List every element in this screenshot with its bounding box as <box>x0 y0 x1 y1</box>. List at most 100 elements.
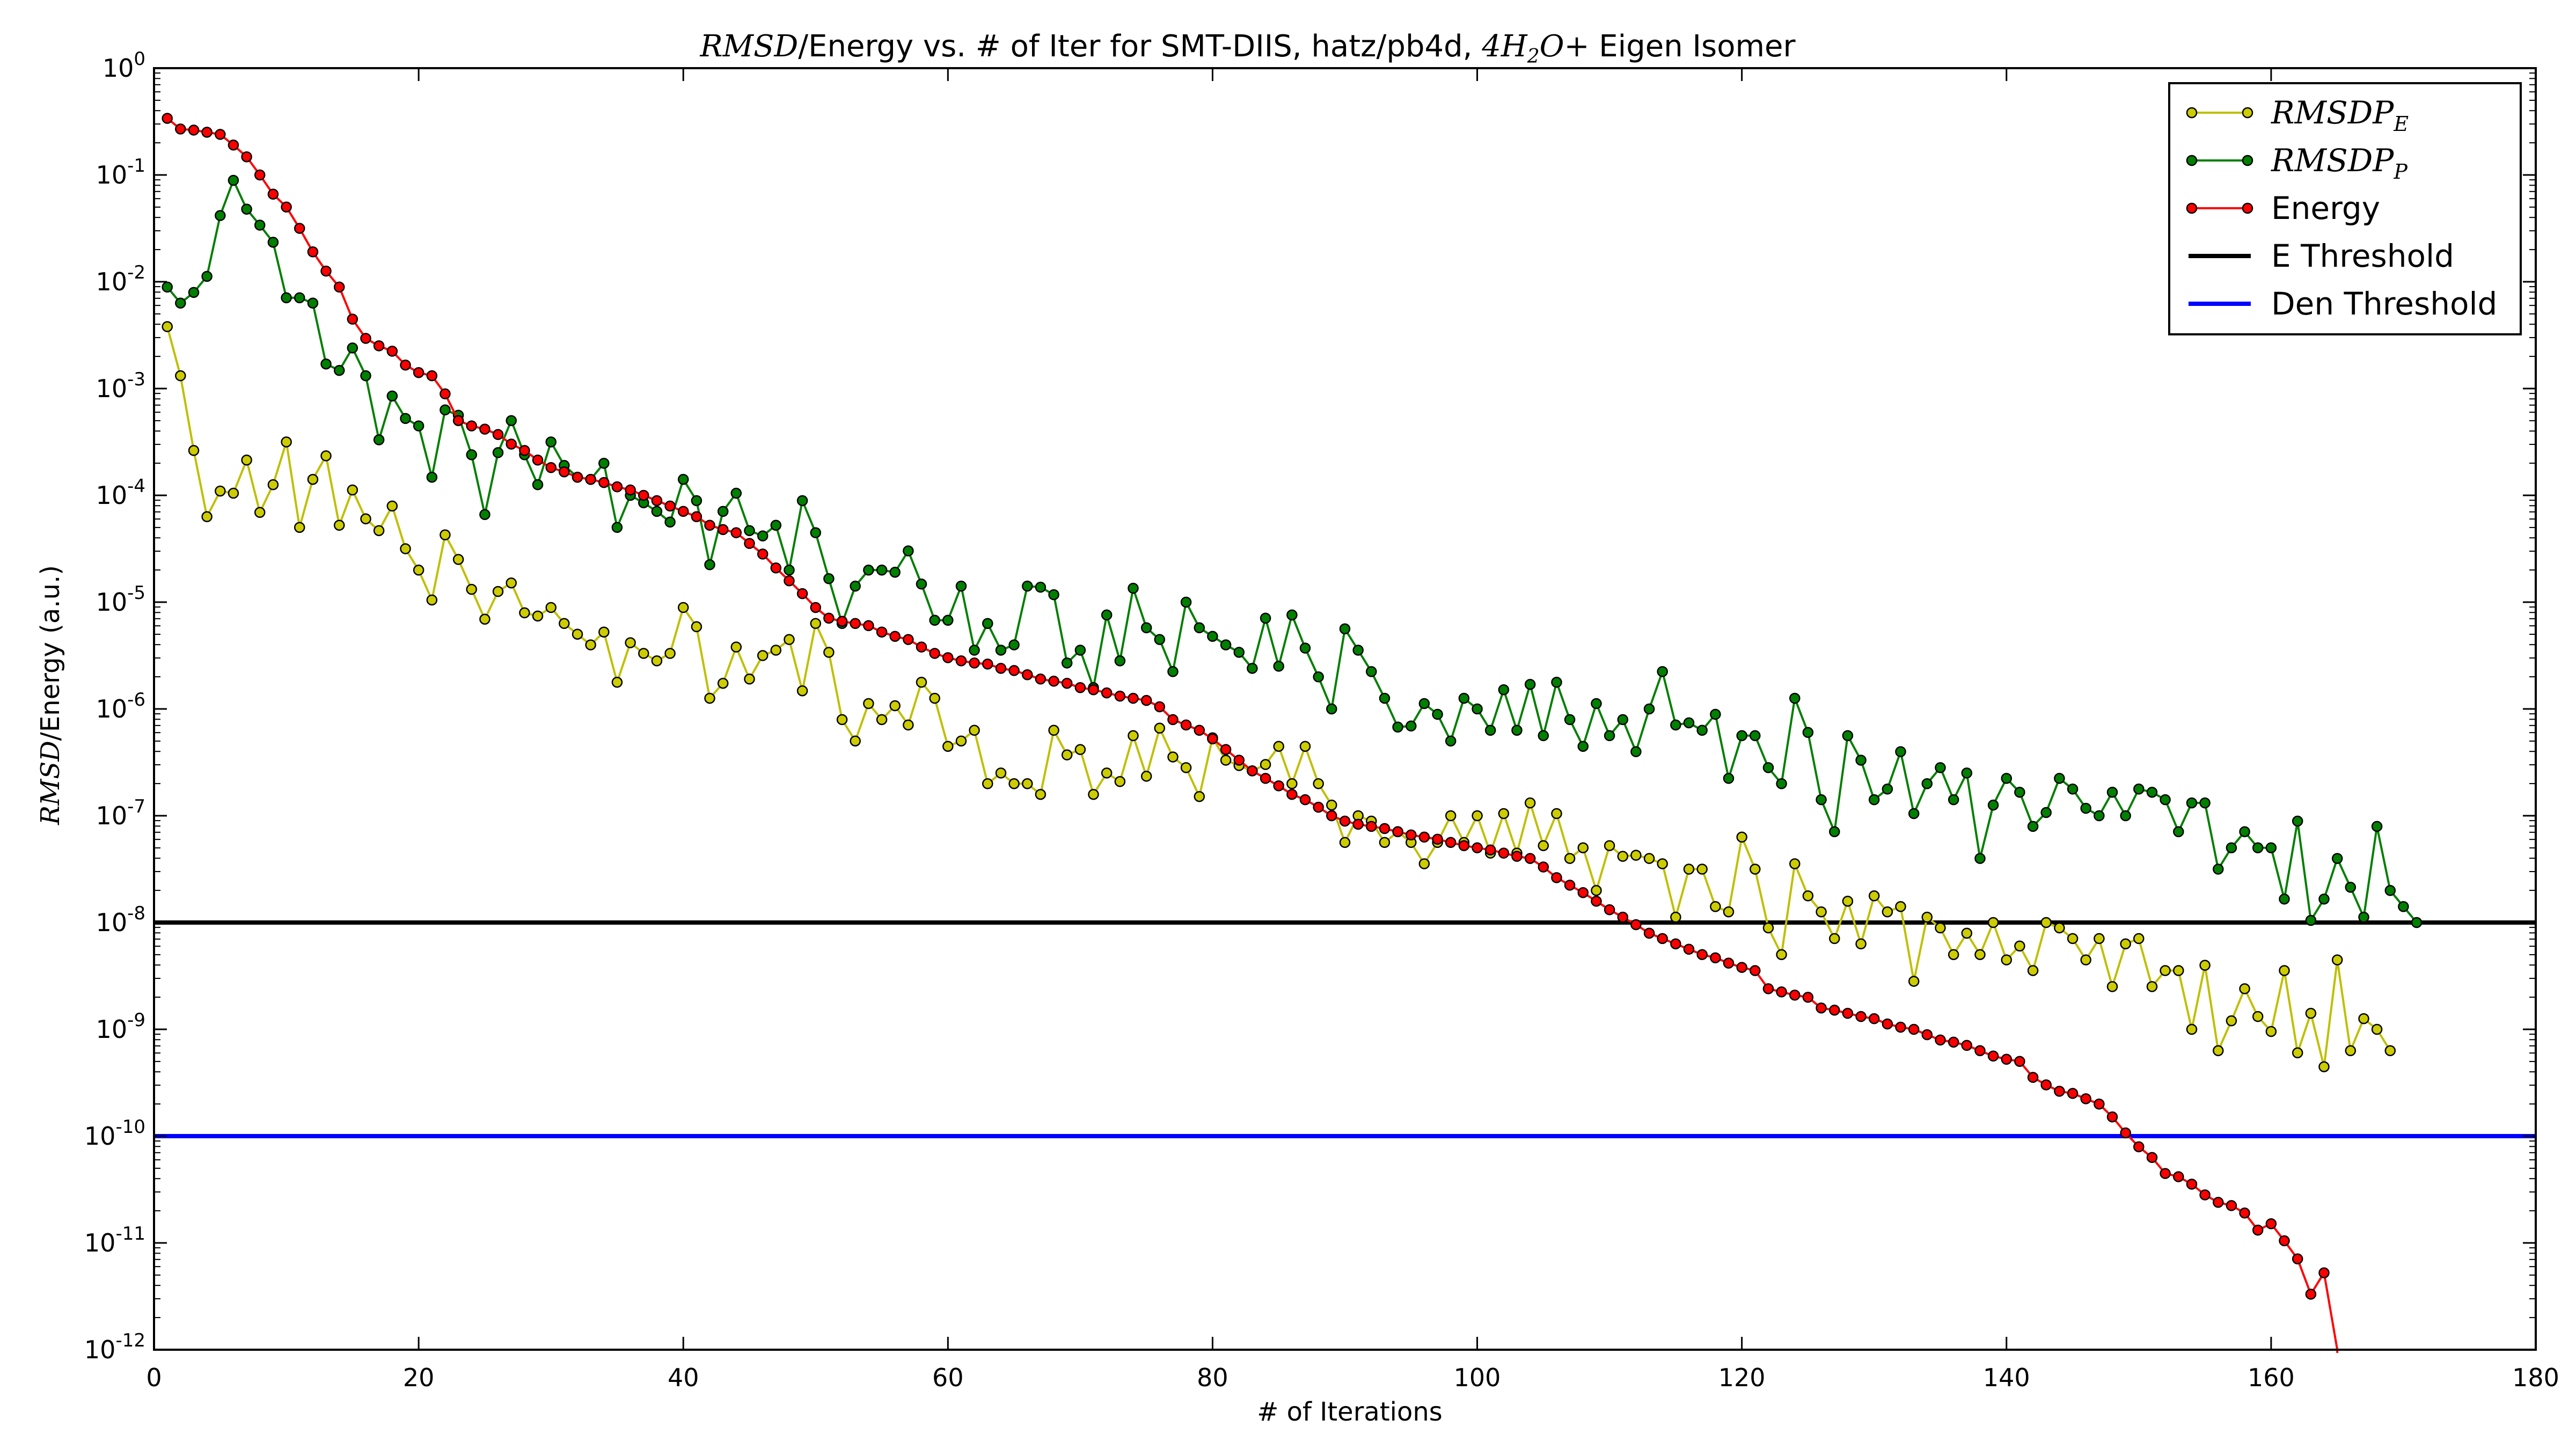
data-point <box>1736 962 1747 973</box>
data-point <box>651 506 663 517</box>
data-point <box>1339 623 1351 635</box>
data-point <box>744 674 755 685</box>
data-point <box>1538 840 1549 851</box>
data-point <box>2146 981 2158 992</box>
data-point <box>955 580 967 592</box>
data-point <box>1670 719 1681 731</box>
data-point <box>162 113 173 124</box>
y-axis-label: RMSD/Energy (a.u.) <box>35 565 65 825</box>
data-point <box>691 621 702 633</box>
data-point <box>1935 1034 1946 1046</box>
data-point <box>201 127 213 138</box>
data-point <box>175 370 186 382</box>
data-point <box>2292 1253 2303 1265</box>
data-point <box>810 618 822 630</box>
data-point <box>2265 1026 2277 1037</box>
data-point <box>1299 794 1311 806</box>
data-point <box>1140 771 1152 782</box>
data-point <box>1816 1002 1827 1014</box>
y-tick-label: 10-10 <box>84 1116 145 1151</box>
data-point <box>307 246 319 258</box>
data-point <box>440 404 451 416</box>
data-point <box>796 588 808 599</box>
data-point <box>2318 1267 2330 1278</box>
legend-label: Energy <box>2271 190 2380 226</box>
data-point <box>1128 692 1139 704</box>
data-point <box>730 487 742 499</box>
data-point <box>982 618 993 630</box>
data-point <box>1538 730 1549 742</box>
data-point <box>903 719 914 731</box>
data-point <box>1696 863 1708 875</box>
data-point <box>254 169 266 181</box>
data-point <box>1855 938 1867 950</box>
data-point <box>1750 730 1761 742</box>
data-point <box>903 545 914 557</box>
data-point <box>1630 850 1642 861</box>
data-point <box>1750 863 1761 875</box>
data-point <box>1789 692 1801 704</box>
data-point <box>677 473 689 485</box>
data-point <box>929 692 940 704</box>
data-point <box>836 714 848 726</box>
data-point <box>426 370 438 382</box>
data-point <box>770 645 782 656</box>
data-point <box>1418 698 1430 709</box>
data-point <box>2279 1235 2290 1247</box>
data-point <box>2146 1152 2158 1163</box>
data-point <box>823 612 835 624</box>
legend-entry: RMSDPE <box>2186 94 2409 136</box>
data-point <box>2213 863 2224 875</box>
data-point <box>1789 858 1801 869</box>
data-point <box>1074 744 1086 755</box>
data-point <box>995 663 1007 674</box>
data-point <box>2067 933 2079 945</box>
data-point <box>1948 794 1959 806</box>
data-point <box>2133 1141 2145 1153</box>
data-point <box>466 449 477 460</box>
data-point <box>1696 724 1708 736</box>
legend-label: Den Threshold <box>2271 286 2497 322</box>
legend-label: E Threshold <box>2271 238 2454 274</box>
data-point <box>1723 773 1735 784</box>
data-point <box>1829 933 1840 945</box>
data-point <box>2040 917 2052 928</box>
data-point <box>2199 960 2211 971</box>
data-point <box>1472 842 1483 853</box>
data-point <box>1908 976 1920 987</box>
data-point <box>386 390 398 402</box>
data-point <box>810 527 822 538</box>
data-point <box>929 614 940 626</box>
data-point <box>1617 851 1629 862</box>
data-point <box>1710 901 1721 912</box>
data-point <box>1696 949 1708 960</box>
data-point <box>1683 943 1695 955</box>
data-point <box>1167 666 1179 677</box>
data-point <box>704 519 715 531</box>
data-point <box>955 735 967 747</box>
data-point <box>2094 810 2105 822</box>
data-point <box>1736 831 1747 843</box>
data-point <box>1233 755 1245 766</box>
data-point <box>2411 917 2423 928</box>
data-point <box>333 281 345 293</box>
data-point <box>373 525 385 536</box>
data-point <box>1326 799 1337 811</box>
data-point <box>969 645 980 656</box>
data-point <box>188 125 200 136</box>
data-point <box>572 471 583 483</box>
data-point <box>452 415 464 426</box>
data-point <box>889 700 901 712</box>
data-point <box>360 370 371 382</box>
data-point <box>664 500 676 512</box>
data-point <box>2384 1045 2396 1057</box>
data-point <box>545 436 557 448</box>
data-point <box>215 485 226 497</box>
data-point <box>1538 861 1549 873</box>
data-point <box>1498 847 1510 859</box>
axes-layer: 0 20 40 60 80 100 120 140 160 180 100 10-1 10-2 10-3 1… <box>84 48 2559 1392</box>
data-point <box>386 500 398 512</box>
data-point <box>1154 701 1166 713</box>
x-tick-label: 80 <box>1197 1363 1228 1392</box>
data-point <box>1088 684 1099 696</box>
